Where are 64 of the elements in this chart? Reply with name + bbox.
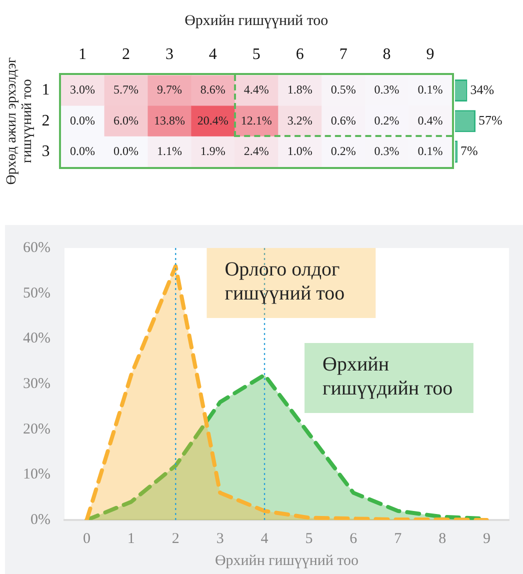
x-tick-label: 0 xyxy=(82,530,90,547)
x-tick-label: 2 xyxy=(172,530,180,547)
data-label: 0.2% xyxy=(330,144,356,158)
y-tick-label: 10% xyxy=(22,466,50,483)
y-tick-label: 30% xyxy=(22,376,50,392)
x-tick-label: 8 xyxy=(382,46,391,63)
y-tick-label: 2 xyxy=(42,112,50,130)
x-axis-title: Өрхийн гишүүний тоо xyxy=(184,12,328,29)
y-tick-label: 0% xyxy=(30,512,50,528)
data-label: 0.3% xyxy=(374,82,400,97)
data-label: 0.5% xyxy=(330,82,356,97)
x-tick-label: 5 xyxy=(305,530,313,547)
data-label: 0.6% xyxy=(330,113,356,128)
y-tick-label: 50% xyxy=(22,285,50,302)
data-label: 57% xyxy=(478,112,503,128)
series-label: Өрхийн гишүүдийн тоо xyxy=(322,353,453,400)
x-tick-label: 4 xyxy=(208,46,217,63)
data-label: 34% xyxy=(470,82,494,97)
data-label: 0.1% xyxy=(418,82,443,97)
data-label: 0.0% xyxy=(114,144,138,158)
x-tick-label: 3 xyxy=(165,46,174,63)
x-tick-label: 6 xyxy=(350,530,358,547)
data-label: 0.4% xyxy=(418,113,443,128)
x-tick-label: 1 xyxy=(78,46,87,63)
y-tick-label: 1 xyxy=(42,82,50,99)
data-label: 0.3% xyxy=(374,144,400,158)
y-tick-label: 20% xyxy=(22,421,50,438)
data-label: 0.2% xyxy=(374,113,400,128)
data-label: 8.6% xyxy=(200,82,226,97)
data-label: 0.0% xyxy=(70,144,96,158)
data-label: 9.7% xyxy=(156,82,182,97)
x-tick-label: 6 xyxy=(296,46,304,63)
y-tick-label: 60% xyxy=(22,240,50,256)
data-label: 0.1% xyxy=(418,144,443,158)
data-label: 13.8% xyxy=(154,113,185,128)
x-tick-label: 8 xyxy=(438,530,446,547)
data-label: 3.2% xyxy=(287,113,312,128)
data-label: 1.1% xyxy=(156,144,182,158)
x-tick-label: 1 xyxy=(127,530,135,547)
y-tick-label: 40% xyxy=(22,330,50,347)
data-label: 4.4% xyxy=(244,82,269,97)
data-label: 7% xyxy=(460,143,478,158)
x-tick-label: 7 xyxy=(394,530,402,547)
data-label: 20.4% xyxy=(197,113,228,128)
data-label: 12.1% xyxy=(240,113,272,128)
x-tick-label: 3 xyxy=(216,530,224,547)
data-label: 1.9% xyxy=(200,144,226,158)
y-axis-title: Өрхөд ажил эрхэлдэг гишүүний тоо xyxy=(4,57,35,185)
x-axis-title: Өрхийн гишүүний тоо xyxy=(214,552,359,569)
x-tick-label: 9 xyxy=(426,46,434,63)
data-label: 3.0% xyxy=(70,82,96,97)
x-tick-label: 2 xyxy=(122,46,130,63)
x-tick-label: 5 xyxy=(252,46,260,63)
data-label: 1.0% xyxy=(287,144,312,158)
data-label: 5.7% xyxy=(114,82,138,97)
x-tick-label: 4 xyxy=(260,530,269,547)
x-tick-label: 7 xyxy=(339,46,348,63)
data-label: 6.0% xyxy=(114,113,138,128)
text: Орлого олдог гишүүний тоо xyxy=(224,258,345,304)
x-tick-label: 9 xyxy=(483,530,491,547)
data-label: 2.4% xyxy=(244,144,269,158)
data-label: 0.0% xyxy=(70,113,96,128)
y-tick-label: 3 xyxy=(42,142,50,160)
data-label: 1.8% xyxy=(287,82,312,97)
